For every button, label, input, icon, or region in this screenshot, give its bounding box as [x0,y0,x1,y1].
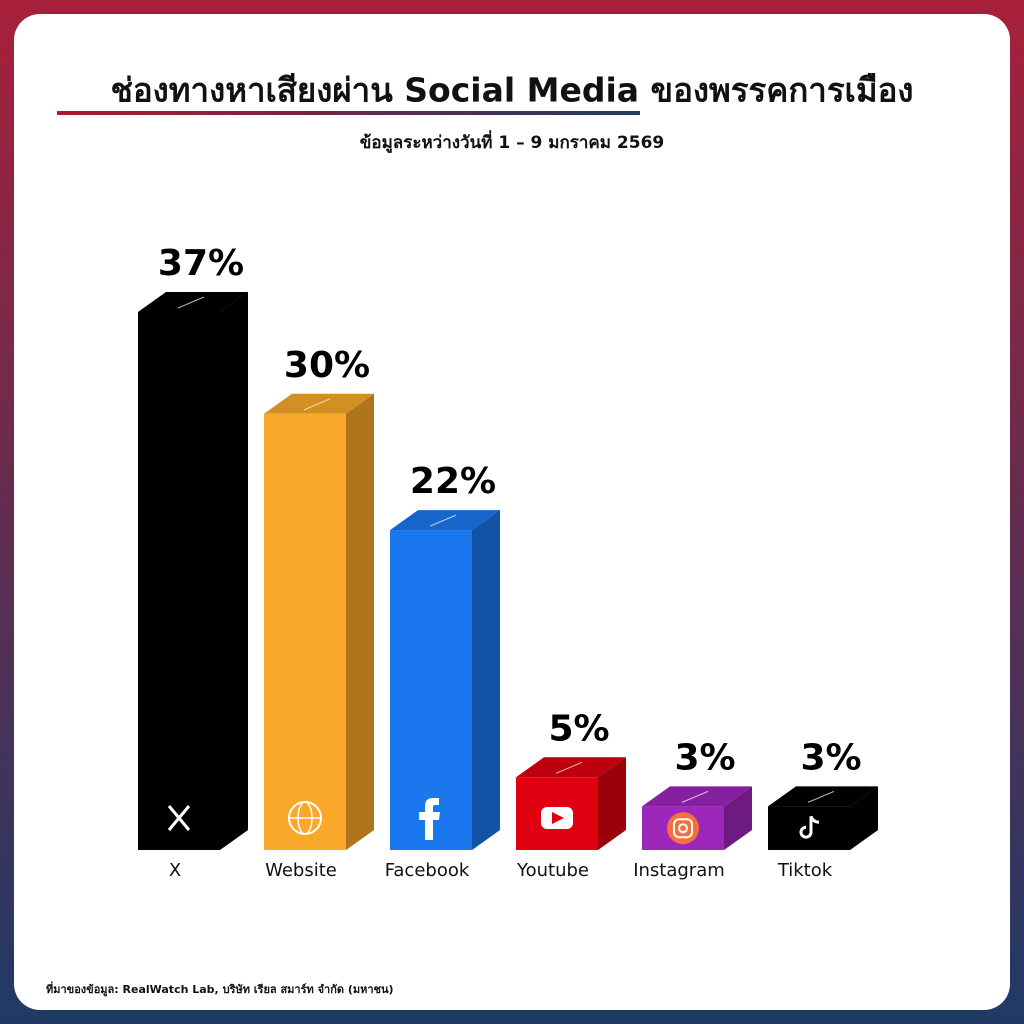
bar-side [346,393,374,850]
ig-icon [667,812,699,845]
source-note: ที่มาของข้อมูล: RealWatch Lab, บริษัท เร… [46,981,394,997]
bar-side [220,292,248,850]
chart-title: ช่องทางหาเสียงผ่าน Social Media ของพรรคก… [110,71,913,110]
bar-side-shade [850,786,878,850]
x-tick-label: Facebook [385,860,470,881]
value-label: 22% [410,461,496,502]
bar [768,806,850,850]
x-tick-label: Instagram [633,860,725,881]
bar-group [642,786,752,850]
bar-highlight [429,514,457,527]
tt-icon [799,815,820,839]
x-tick-label: X [169,860,181,881]
bar-highlight [807,790,835,803]
fb-icon [419,798,440,840]
bar-highlight [555,761,583,774]
bar-side-shade [724,786,752,850]
x-tick-label: Youtube [516,860,589,881]
bar-side [850,786,878,850]
bar-group [768,786,878,850]
bar [264,413,346,850]
bar-group [516,757,626,850]
bar-group [264,393,374,850]
bar-highlight [303,398,331,411]
bar-group [390,510,500,850]
value-label: 3% [674,737,735,778]
bar-highlight [177,296,205,309]
bar-group [138,292,248,850]
chart-subtitle: ข้อมูลระหว่างวันที่ 1 – 9 มกราคม 2569 [360,130,665,154]
card [14,14,1010,1010]
x-tick-label: Website [265,860,337,881]
yt-icon [552,812,564,824]
bar-side [724,786,752,850]
bar [390,530,472,850]
value-label: 30% [284,345,370,386]
ig-icon [678,823,688,834]
value-label: 37% [158,243,244,284]
bar-side-shade [346,393,374,850]
bar-side-shade [598,757,626,850]
value-label: 5% [548,708,609,749]
bar-side-shade [220,292,248,850]
x-tick-label: Tiktok [777,860,833,881]
bar [138,312,220,850]
title-underline [57,111,640,115]
value-label: 3% [800,737,861,778]
ig-icon [673,818,693,839]
bar-side-shade [472,510,500,850]
bar-highlight [681,790,709,803]
bar-side [598,757,626,850]
x-icon [167,805,191,831]
bar-side [472,510,500,850]
